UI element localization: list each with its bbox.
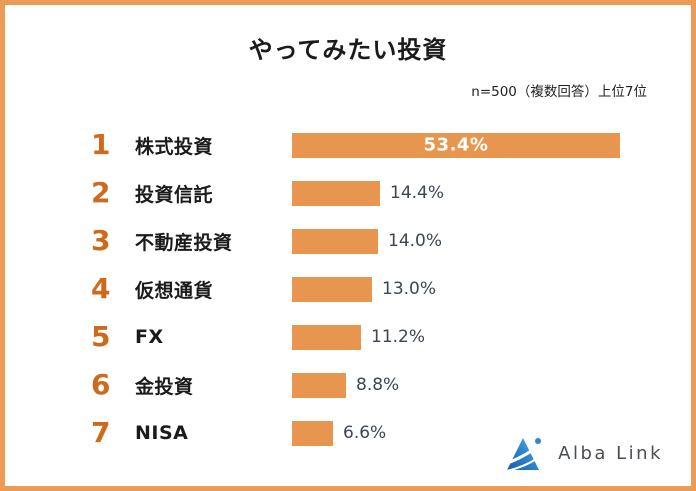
rank-number: 4 <box>91 272 111 305</box>
value-label: 14.4% <box>390 183 445 203</box>
category-label: 仮想通貨 <box>135 279 214 302</box>
category-label: 不動産投資 <box>135 231 233 254</box>
bar <box>292 324 361 350</box>
value-label: 14.0% <box>388 231 443 251</box>
value-label: 11.2% <box>371 327 426 347</box>
category-label: FX <box>135 326 164 348</box>
rank-number: 6 <box>91 368 111 401</box>
chart-row: 4 仮想通貨 13.0% <box>5 265 691 313</box>
category-label: 金投資 <box>135 375 194 398</box>
brand-name: Alba Link <box>558 443 663 464</box>
chart-title: やってみたい投資 <box>248 36 448 64</box>
value-label: 8.8% <box>356 375 400 395</box>
bar-track: 14.4% <box>292 169 691 217</box>
rank-number: 7 <box>91 416 111 449</box>
category-label: 株式投資 <box>135 135 214 158</box>
bar-track: 13.0% <box>292 265 691 313</box>
bar: 53.4% <box>292 132 620 158</box>
bar-track: 14.0% <box>292 217 691 265</box>
rank-number: 2 <box>91 176 111 209</box>
alba-link-logo-icon <box>505 438 542 473</box>
sample-size-note: n=500（複数回答）上位7位 <box>471 84 647 100</box>
rank-number: 1 <box>91 128 111 161</box>
category-label: 投資信託 <box>135 183 214 206</box>
bar <box>292 276 372 302</box>
bar-track: 8.8% <box>292 361 691 409</box>
chart-row: 1 株式投資 53.4% <box>5 121 691 169</box>
chart-row: 3 不動産投資 14.0% <box>5 217 691 265</box>
value-label: 13.0% <box>382 279 437 299</box>
bar <box>292 372 346 398</box>
brand-logo: Alba Link <box>505 433 663 474</box>
bar <box>292 420 333 446</box>
chart-row: 6 金投資 8.8% <box>5 361 691 409</box>
value-label: 6.6% <box>343 423 387 443</box>
bar-track: 53.4% <box>292 121 691 169</box>
bar <box>292 228 378 254</box>
rank-number: 3 <box>91 224 111 257</box>
bar-track: 11.2% <box>292 313 691 361</box>
bar-chart: 1 株式投資 53.4% 2 投資信託 14.4% 3 不動産投資 14.0% 4 仮想通貨 13.0… <box>5 121 691 457</box>
bar <box>292 180 380 206</box>
bar-track: 6.6% <box>292 409 691 457</box>
category-label: NISA <box>135 422 189 444</box>
chart-row: 7 NISA 6.6% <box>5 409 691 457</box>
value-label-inside: 53.4% <box>423 134 489 156</box>
chart-row: 2 投資信託 14.4% <box>5 169 691 217</box>
chart-row: 5 FX 11.2% <box>5 313 691 361</box>
rank-number: 5 <box>91 320 111 353</box>
